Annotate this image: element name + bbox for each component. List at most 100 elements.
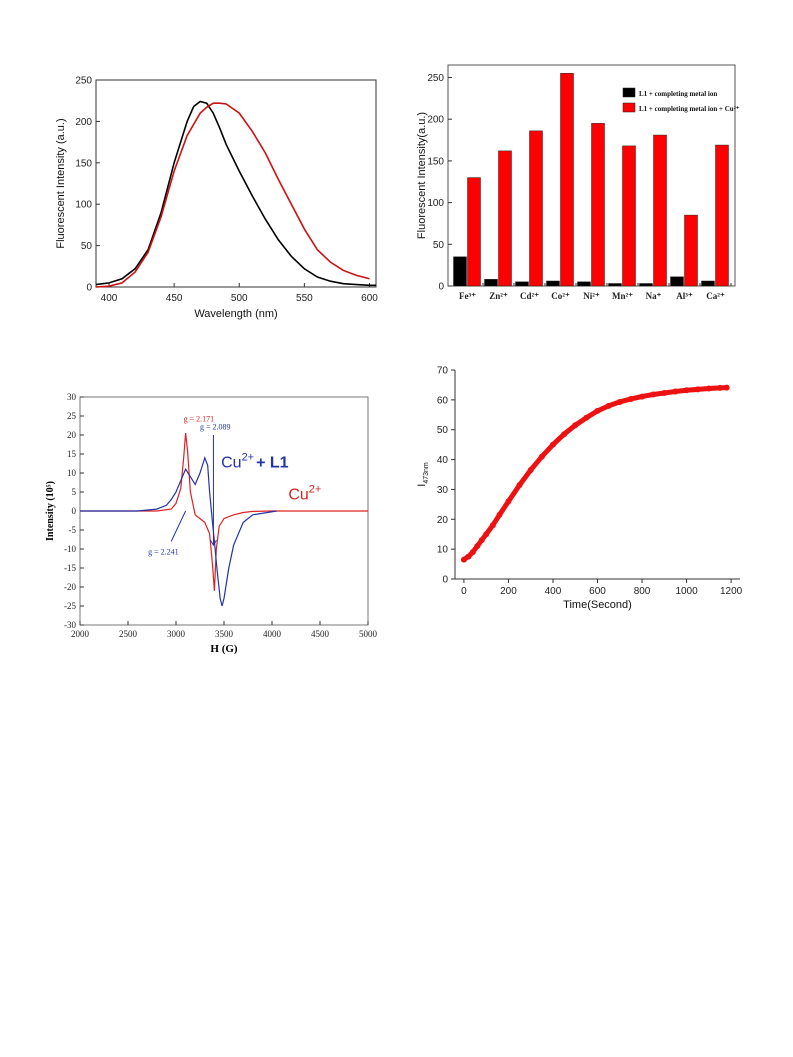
y-tick-label: 100 [75, 200, 92, 211]
data-point [496, 511, 503, 518]
data-point [583, 414, 590, 421]
bar-control-8 [670, 276, 684, 287]
label-sup: 2+ [309, 484, 322, 496]
y-tick-label: 0 [438, 282, 444, 293]
y-axis-label: Intensity (10⁵) [45, 481, 56, 541]
plot-frame [95, 79, 377, 288]
data-point [527, 467, 534, 474]
category-label: Na⁺ [646, 291, 662, 301]
data-point [716, 384, 723, 391]
y-tick-label: -30 [64, 620, 76, 630]
bar-control-1 [453, 256, 467, 287]
x-tick-label: 1200 [720, 586, 743, 597]
data-point [516, 481, 523, 488]
label-cu: Cu [221, 454, 241, 471]
category-label: Fe³⁺ [459, 291, 476, 301]
category-label: Ni²⁺ [583, 291, 600, 301]
bar-cu-9 [715, 144, 729, 287]
bar-cu-7 [653, 134, 667, 287]
y-tick-label: 20 [67, 430, 77, 440]
x-tick-label: 500 [231, 293, 248, 304]
bar-control-2 [484, 279, 498, 287]
emission-spectrum-chart: 400 450 500 550 600 0 50 100 150 200 250 Wavelength… [55, 76, 378, 321]
x-tick-label: 3000 [167, 629, 186, 639]
y-axis-label: Fluorescent Intensity(a.u.) [416, 112, 428, 239]
bar-cu-8 [684, 214, 698, 287]
category-label: Cd²⁺ [520, 291, 539, 301]
data-point [478, 537, 485, 544]
y-tick-label: 250 [75, 76, 92, 87]
y-tick-label: 5 [72, 487, 77, 497]
y-tick-label: 0 [86, 283, 92, 294]
series-line-2 [95, 102, 370, 288]
legend-label: L1 + completing metal ion [639, 90, 717, 98]
bar-control-6 [608, 283, 622, 287]
data-point [572, 422, 579, 429]
data-point [505, 498, 512, 505]
x-tick-label: 800 [634, 586, 651, 597]
data-point [465, 553, 472, 560]
x-tick-label: 200 [500, 586, 517, 597]
bar-control-7 [639, 283, 653, 287]
y-tick-label: 30 [437, 485, 449, 496]
y-tick-label: -10 [64, 544, 76, 554]
data-point [683, 387, 690, 394]
y-tick-label: 50 [437, 425, 449, 436]
bar-cu-4 [560, 73, 574, 287]
x-tick-label: 600 [361, 293, 378, 304]
y-tick-label: 25 [67, 411, 77, 421]
data-point [469, 549, 476, 556]
y-tick-label: 60 [437, 395, 449, 406]
y-tick-label: 100 [427, 198, 444, 209]
x-tick-label: 1000 [675, 586, 698, 597]
bar-control-4 [546, 280, 560, 287]
y-tick-label: 10 [437, 545, 449, 556]
y-tick-label: 20 [437, 515, 449, 526]
y-tick-label: -15 [64, 563, 76, 573]
data-point [723, 384, 730, 391]
y-tick-label: 70 [437, 366, 449, 377]
data-point [694, 386, 701, 393]
y-tick-label: 150 [75, 158, 92, 169]
bar-cu-5 [591, 123, 605, 287]
bar-control-9 [701, 280, 715, 287]
data-point [639, 393, 646, 400]
y-tick-label: 40 [437, 455, 449, 466]
data-point [483, 531, 490, 538]
x-tick-label: 450 [166, 293, 183, 304]
legend-label: L1 + completing metal ion + Cu²⁺ [639, 105, 740, 113]
y-tick-label: -20 [64, 582, 76, 592]
time-course-chart: 0 200 400 600 800 1000 1200 0 10 20 30 40 50 60 70 Time… [416, 366, 743, 612]
label-l1: + L1 [256, 454, 289, 471]
category-label: Co²⁺ [551, 291, 570, 301]
bar-cu-6 [622, 145, 636, 287]
data-point [705, 385, 712, 392]
data-point [538, 453, 545, 460]
data-point [489, 522, 496, 529]
x-axis-label: H (G) [210, 643, 238, 655]
annotation-g-2171: g = 2.171 [184, 415, 215, 424]
bar-control-3 [515, 281, 529, 287]
data-point [650, 391, 657, 398]
x-tick-label: 0 [461, 586, 467, 597]
bar-cu-1 [467, 177, 481, 287]
y-tick-label: -5 [69, 525, 77, 535]
y-tick-label: 250 [427, 73, 444, 84]
data-point [474, 543, 481, 550]
category-label: Zn²⁺ [489, 291, 508, 301]
x-tick-label: 5000 [359, 629, 378, 639]
series-line-1 [95, 100, 376, 287]
y-tick-label: 150 [427, 156, 444, 167]
bar-cu-2 [498, 150, 512, 287]
x-axis-label: Wavelength (nm) [194, 308, 277, 320]
arrow-g-2241 [170, 510, 187, 542]
y-axis-label: Fluorescent Intensity (a.u.) [55, 118, 67, 248]
data-point [616, 398, 623, 405]
data-point [672, 388, 679, 395]
x-tick-label: 400 [101, 293, 118, 304]
label-cu2: Cu2+ [288, 484, 321, 504]
label-sup: 2+ [242, 451, 255, 463]
category-label: Al³⁺ [676, 291, 693, 301]
metal-ion-selectivity-chart: 0 50 100 150 200 250 Fe³⁺ Zn²⁺ Cd²⁺ Co²⁺ Ni²⁺ Mn²⁺ N… [416, 64, 740, 301]
x-tick-label: 4000 [263, 629, 282, 639]
